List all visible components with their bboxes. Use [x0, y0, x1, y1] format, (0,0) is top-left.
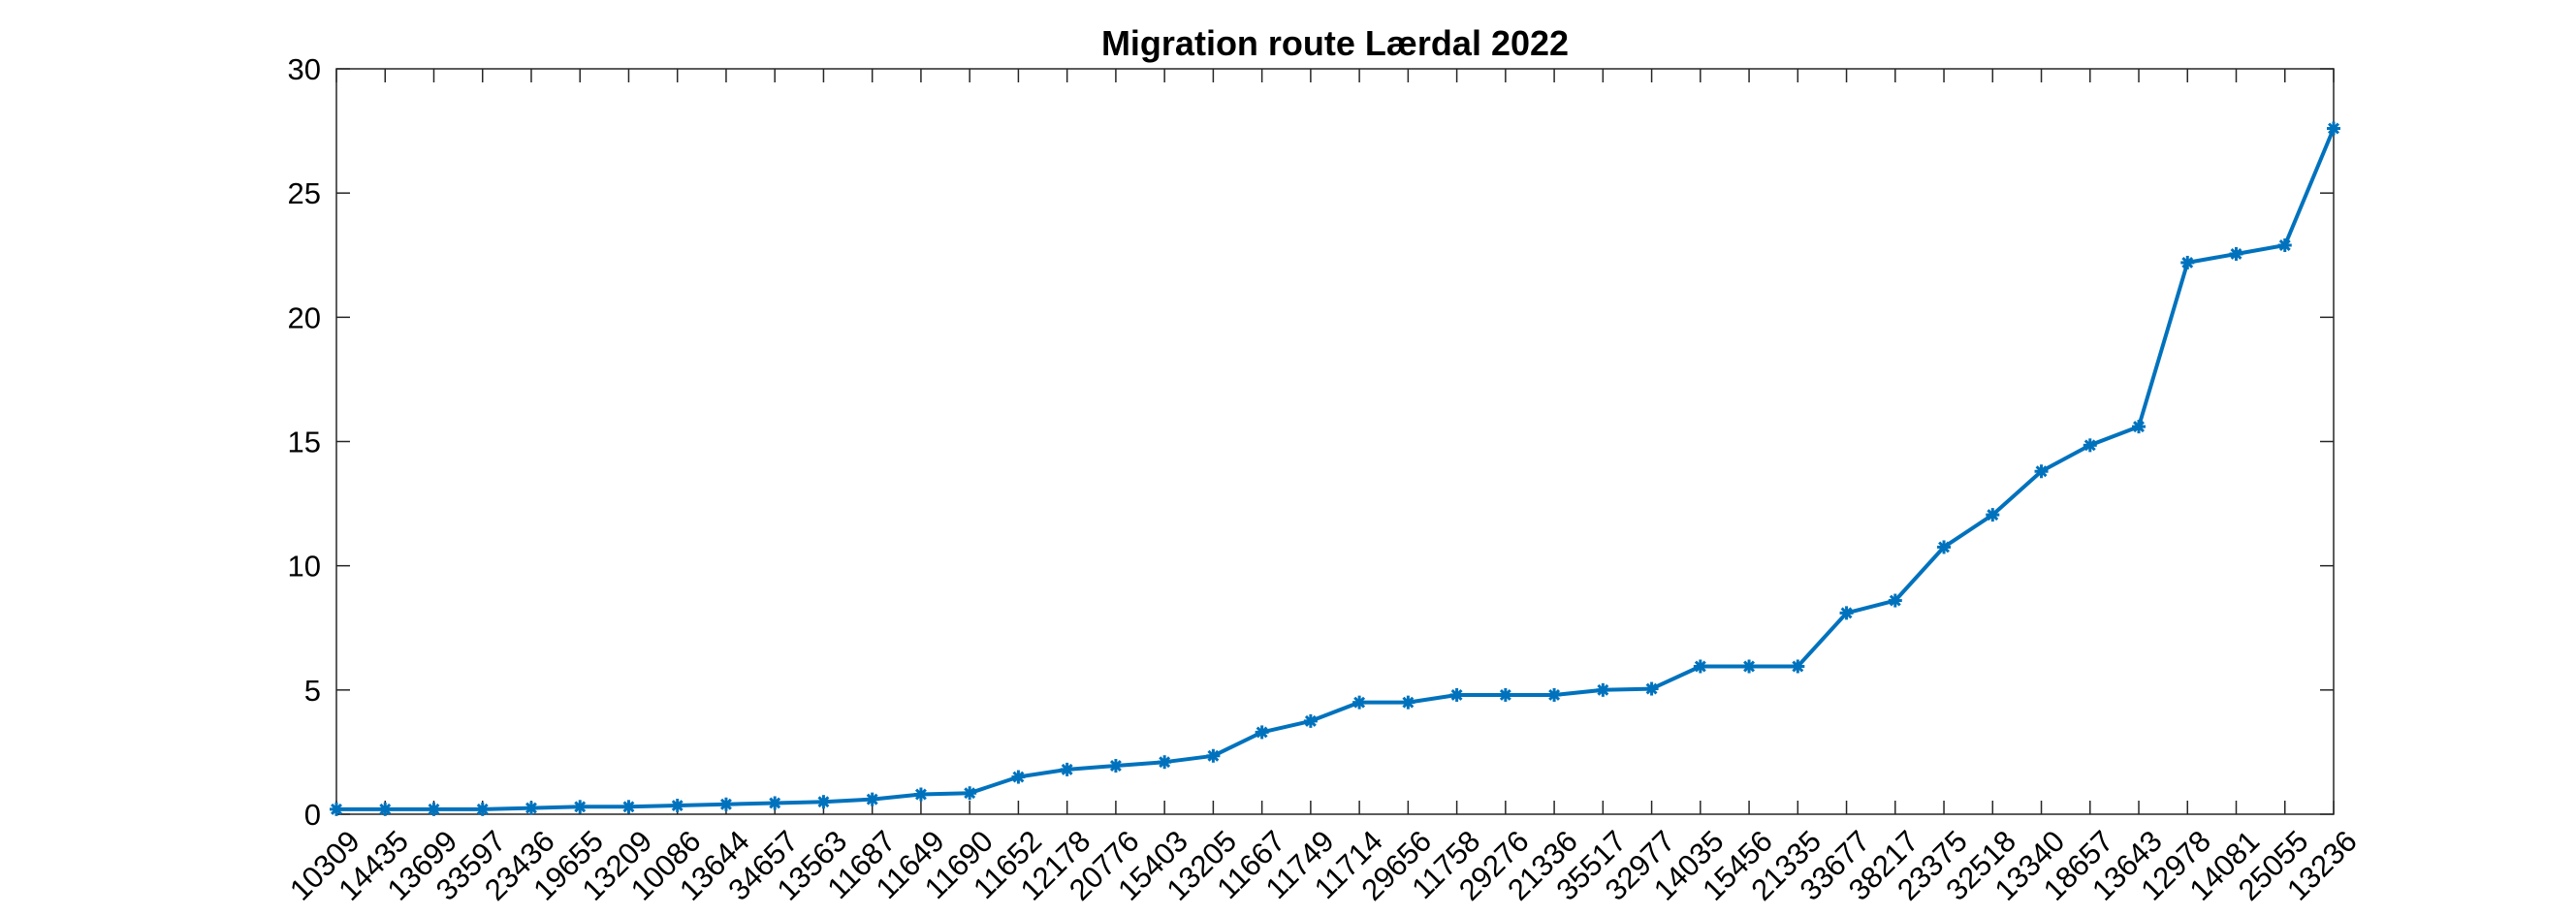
- data-point: [1108, 759, 1123, 774]
- data-point: [475, 802, 490, 816]
- data-point: [1352, 695, 1367, 710]
- marker-stroke: [769, 797, 781, 809]
- data-point: [1693, 659, 1707, 674]
- data-point: [1986, 508, 2000, 522]
- data-point: [1303, 713, 1318, 728]
- y-tick-label: 20: [288, 300, 321, 334]
- data-point: [2083, 438, 2097, 453]
- x-axis: 1030914435136993359723436196551320910086…: [283, 69, 2364, 907]
- data-point: [1937, 540, 1952, 554]
- marker-stroke: [428, 803, 440, 815]
- marker-stroke: [1694, 660, 1706, 673]
- data-point: [1011, 770, 1026, 784]
- y-tick-label: 0: [304, 798, 321, 832]
- marker-stroke: [1597, 683, 1609, 696]
- data-point: [963, 786, 977, 801]
- marker-stroke: [1743, 660, 1756, 673]
- marker-stroke: [671, 800, 684, 811]
- data-point: [1060, 762, 1074, 776]
- data-point: [2327, 121, 2340, 136]
- marker-stroke: [1889, 594, 1901, 607]
- data-point: [768, 796, 782, 810]
- marker-stroke: [574, 801, 587, 813]
- data-point: [1791, 659, 1805, 674]
- data-point: [621, 800, 636, 814]
- y-tick-label: 25: [288, 176, 321, 210]
- data-point: [1158, 755, 1172, 770]
- data-point: [718, 797, 733, 811]
- marker-stroke: [476, 803, 489, 815]
- y-tick-label: 30: [288, 52, 321, 86]
- marker-stroke: [379, 803, 392, 815]
- series-line: [336, 127, 2336, 811]
- data-series: [330, 121, 2340, 816]
- marker-stroke: [1792, 660, 1804, 673]
- marker-stroke: [1548, 688, 1561, 701]
- marker-stroke: [1061, 763, 1073, 775]
- data-point: [2180, 255, 2195, 269]
- marker-stroke: [1207, 749, 1220, 762]
- marker-stroke: [1987, 509, 1999, 521]
- data-point: [1206, 748, 1221, 763]
- marker-stroke: [1499, 688, 1511, 701]
- plot-area-box: [335, 68, 2335, 815]
- marker-stroke: [1450, 688, 1463, 701]
- data-point: [2132, 420, 2147, 434]
- data-point: [865, 792, 879, 806]
- marker-stroke: [1353, 696, 1366, 709]
- marker-stroke: [914, 788, 927, 801]
- marker-stroke: [2133, 421, 2145, 433]
- data-point: [1596, 682, 1610, 697]
- marker-stroke: [719, 798, 732, 810]
- data-point: [1401, 695, 1415, 710]
- data-point: [670, 799, 684, 813]
- data-point: [2229, 246, 2243, 261]
- marker-stroke: [1645, 682, 1658, 695]
- data-point: [1498, 687, 1512, 702]
- data-point: [2034, 464, 2049, 479]
- marker-stroke: [2230, 248, 2242, 260]
- marker-stroke: [964, 787, 976, 800]
- marker-stroke: [331, 803, 342, 815]
- marker-stroke: [2328, 122, 2339, 135]
- marker-stroke: [1109, 760, 1122, 772]
- data-point: [573, 800, 588, 814]
- data-point: [1888, 593, 1902, 608]
- marker-stroke: [1938, 541, 1951, 553]
- marker-stroke: [2083, 439, 2096, 452]
- data-point: [1449, 687, 1464, 702]
- data-point: [1547, 687, 1562, 702]
- data-point: [378, 802, 393, 816]
- data-point: [913, 787, 928, 802]
- marker-stroke: [866, 793, 878, 805]
- marker-stroke: [1012, 771, 1025, 783]
- y-axis: 0 5 10 15 20 25 30: [288, 52, 2334, 832]
- data-point: [2277, 237, 2292, 252]
- marker-stroke: [1256, 726, 1268, 739]
- marker-stroke: [2035, 465, 2048, 478]
- marker-stroke: [1159, 756, 1171, 769]
- data-point: [1255, 725, 1269, 740]
- marker-stroke: [1840, 607, 1853, 619]
- data-point: [524, 801, 538, 815]
- y-tick-label: 15: [288, 426, 321, 459]
- marker-stroke: [525, 802, 537, 814]
- marker-stroke: [2278, 239, 2291, 251]
- data-point: [427, 802, 441, 816]
- y-tick-label: 10: [288, 550, 321, 584]
- data-point: [1644, 681, 1659, 696]
- marker-stroke: [817, 796, 830, 808]
- marker-stroke: [622, 801, 635, 813]
- data-point: [1839, 606, 1854, 620]
- data-point: [1742, 659, 1757, 674]
- data-point: [816, 795, 831, 809]
- data-point: [330, 802, 343, 816]
- marker-stroke: [1304, 714, 1317, 727]
- marker-stroke: [2181, 256, 2194, 268]
- y-tick-label: 5: [304, 674, 321, 708]
- chart-title: Migration route Lærdal 2022: [1101, 23, 1569, 63]
- marker-stroke: [1402, 696, 1415, 709]
